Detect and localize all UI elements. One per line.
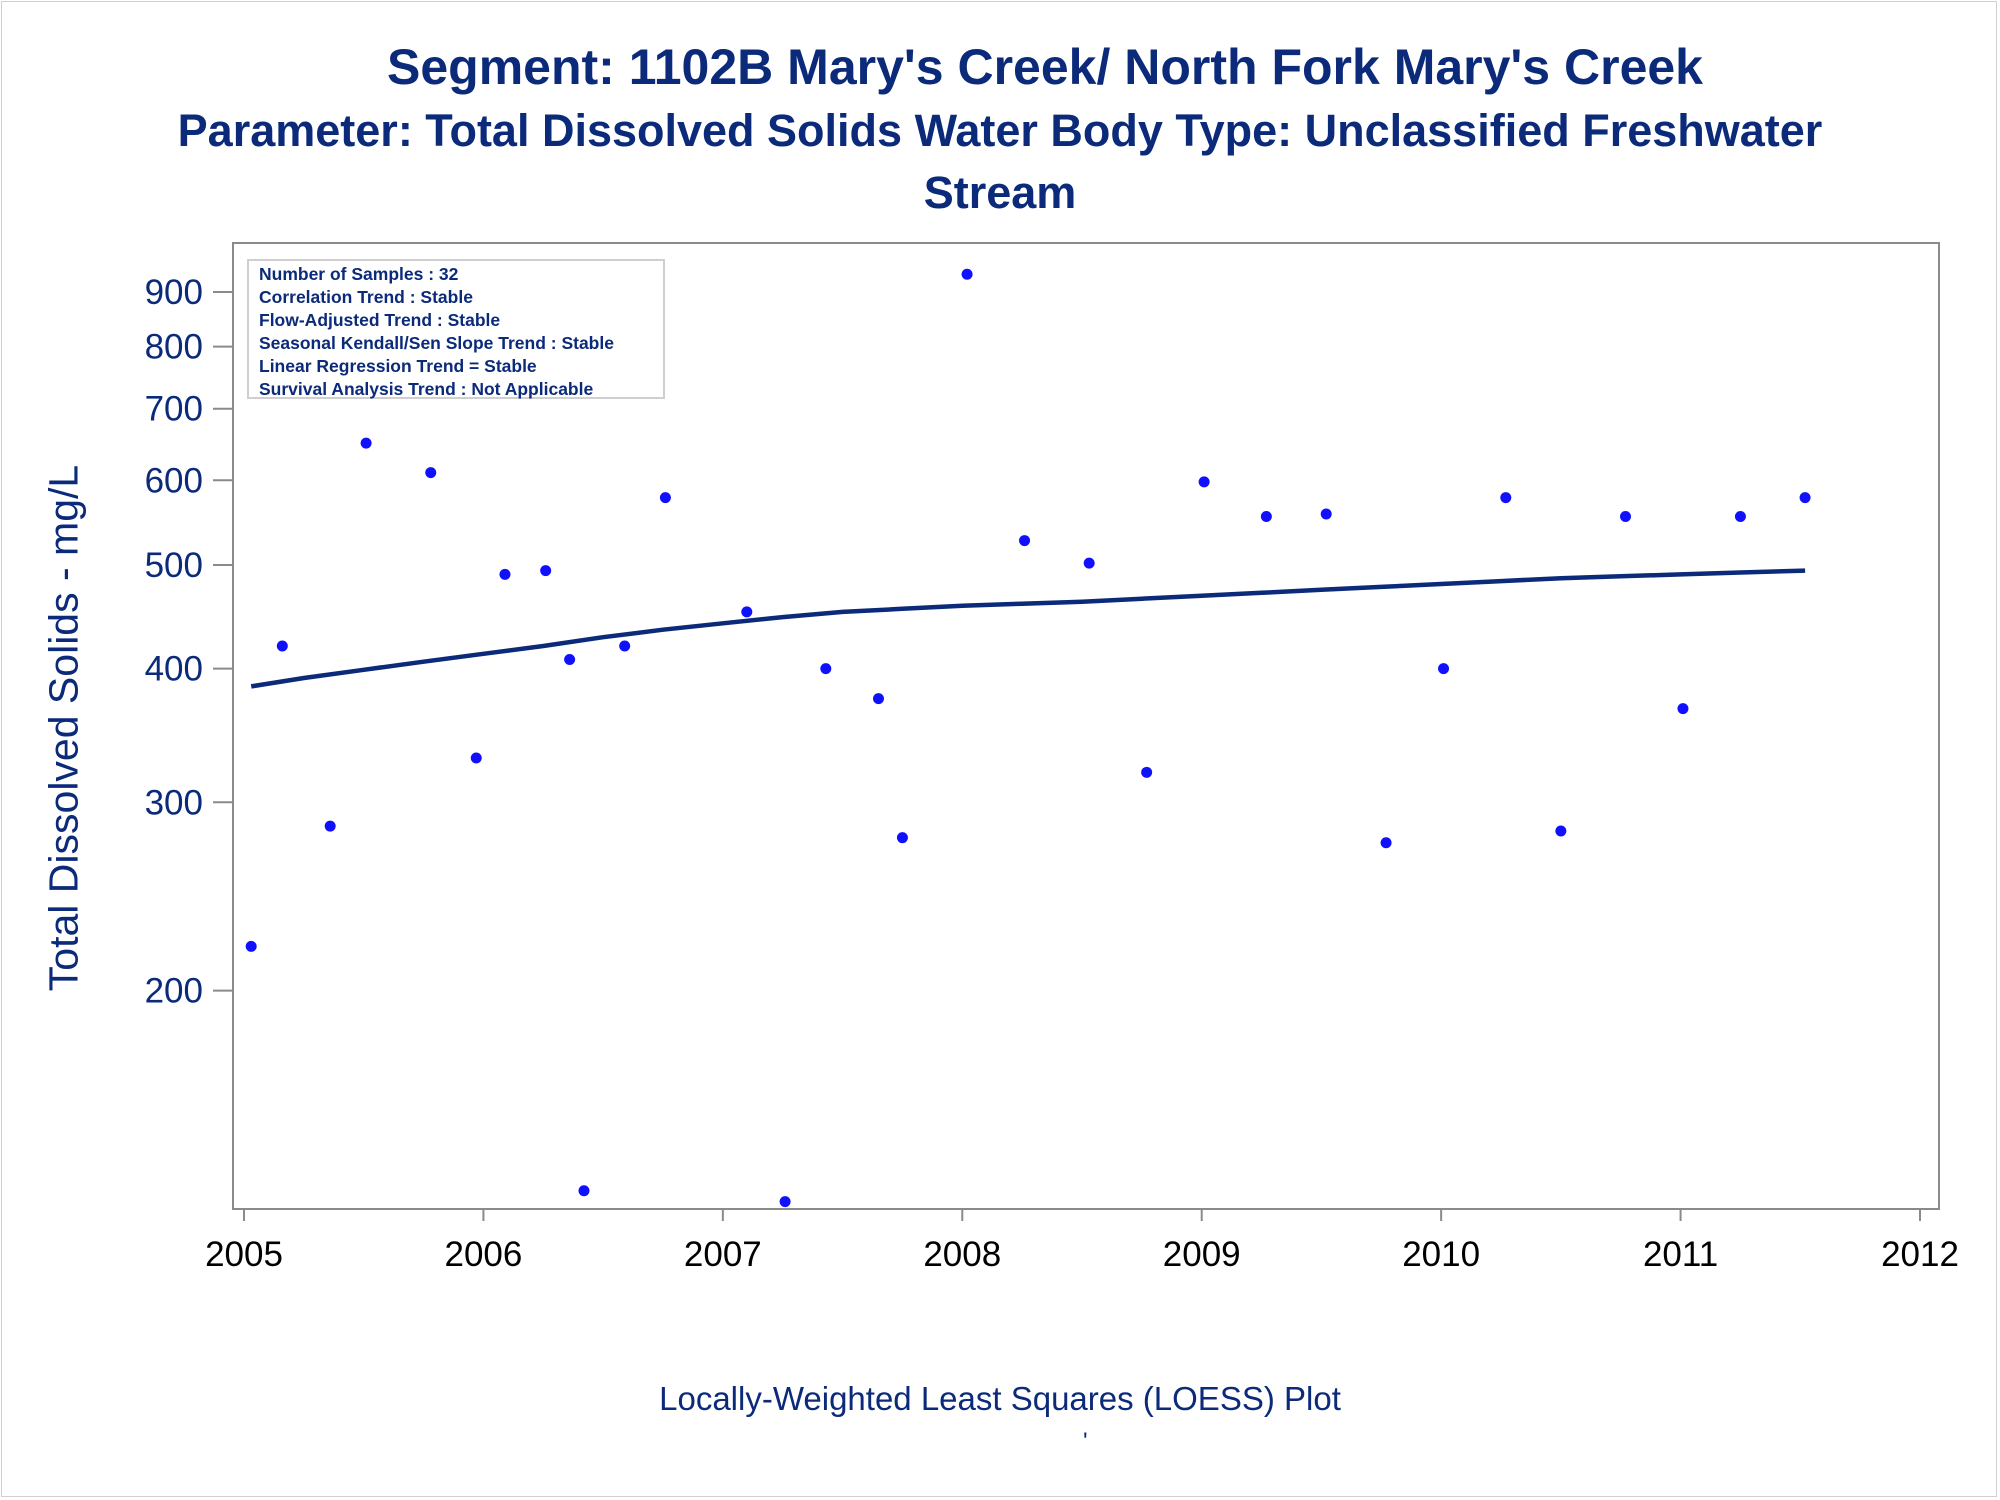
footnote-mark: '	[1083, 1428, 1088, 1455]
stat-correlation: Correlation Trend : Stable	[259, 287, 473, 307]
data-point	[425, 467, 437, 479]
data-point	[564, 653, 576, 665]
data-point	[578, 1185, 590, 1197]
points-layer	[245, 268, 1811, 1208]
data-point	[1555, 825, 1567, 837]
data-point	[360, 437, 372, 449]
data-point	[896, 832, 908, 844]
loess-line	[250, 568, 1806, 689]
data-point	[659, 492, 671, 504]
data-point	[1198, 476, 1210, 488]
y-axis: 200 300 400 500 600 700 800 900	[145, 273, 233, 1011]
data-point	[1320, 508, 1332, 520]
y-tick-label: 500	[145, 546, 203, 585]
data-point	[1620, 511, 1632, 523]
y-tick-label: 400	[145, 650, 203, 689]
y-tick-label: 300	[145, 783, 203, 822]
data-point	[499, 568, 511, 580]
data-point	[1260, 511, 1272, 523]
x-tick-label: 2011	[1643, 1235, 1718, 1274]
chart-title-segment: Segment: 1102B Mary's Creek/ North Fork …	[387, 39, 1703, 95]
stat-linear-regression: Linear Regression Trend = Stable	[259, 356, 537, 376]
y-tick-label: 900	[145, 273, 203, 312]
data-point	[1677, 703, 1689, 715]
data-point	[961, 268, 973, 280]
y-tick-label: 600	[145, 461, 203, 500]
trend-stats-box: Number of Samples : 32 Correlation Trend…	[247, 259, 665, 399]
x-tick-label: 2009	[1163, 1235, 1241, 1274]
data-point	[540, 565, 552, 577]
x-tick-label: 2007	[684, 1235, 762, 1274]
data-point	[820, 663, 832, 675]
x-tick-label: 2008	[923, 1235, 1001, 1274]
loess-layer	[250, 568, 1806, 689]
y-tick-label: 800	[145, 328, 203, 367]
data-point	[1500, 492, 1512, 504]
y-tick-label: 200	[145, 972, 203, 1011]
data-point	[1019, 535, 1031, 547]
stat-flow-adjusted: Flow-Adjusted Trend : Stable	[259, 310, 501, 330]
data-point	[741, 606, 753, 618]
x-tick-label: 2005	[205, 1235, 283, 1274]
y-tick-label: 700	[145, 390, 203, 429]
data-point	[872, 693, 884, 705]
data-point	[1799, 492, 1811, 504]
plot-area	[232, 242, 1940, 1210]
x-tick-label: 2012	[1881, 1235, 1959, 1274]
chart-title-stream: Stream	[923, 167, 1077, 218]
data-point	[1438, 663, 1450, 675]
data-point	[619, 640, 631, 652]
x-tick-label: 2010	[1402, 1235, 1480, 1274]
data-point	[324, 820, 336, 832]
footnote: Locally-Weighted Least Squares (LOESS) P…	[659, 1380, 1341, 1417]
data-point	[276, 640, 288, 652]
x-tick-label: 2006	[444, 1235, 522, 1274]
data-point	[470, 752, 482, 764]
data-point	[1380, 837, 1392, 849]
stat-samples: Number of Samples : 32	[259, 264, 459, 284]
data-point	[779, 1196, 791, 1208]
stat-seasonal-kendall: Seasonal Kendall/Sen Slope Trend : Stabl…	[259, 333, 614, 353]
data-point	[1083, 557, 1095, 569]
stat-survival: Survival Analysis Trend : Not Applicable	[259, 379, 594, 399]
data-point	[1141, 766, 1153, 778]
chart-title-parameter: Parameter: Total Dissolved Solids Water …	[177, 105, 1823, 156]
data-point	[1734, 511, 1746, 523]
x-axis: 2005 2006 2007 2008 2009 2010 2011 2012	[205, 1209, 1959, 1274]
data-point	[245, 940, 257, 952]
